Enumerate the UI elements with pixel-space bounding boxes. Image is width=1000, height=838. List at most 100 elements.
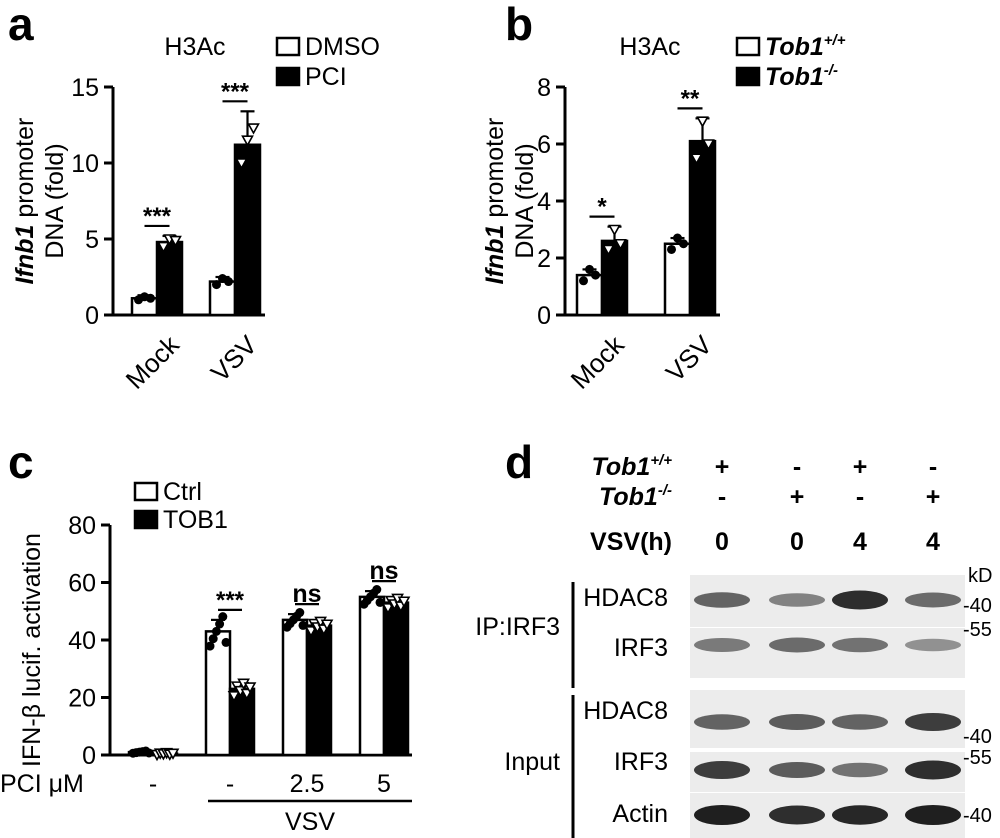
data-point	[696, 116, 709, 128]
category-label: VSV	[660, 329, 718, 387]
legend-label: PCI	[305, 63, 347, 91]
data-point	[218, 612, 228, 622]
panel-letter-c: c	[8, 436, 34, 488]
lane-mark: 0	[715, 528, 729, 556]
data-point	[702, 139, 715, 151]
blot-band	[694, 805, 750, 825]
chart-c: 0 20 40 60 80 IFN-β lucif. activation CtrlTOB1…	[0, 478, 412, 836]
data-point	[227, 690, 241, 703]
bar-TOB1-3	[382, 601, 410, 757]
bar-Tob1-/--Mock	[600, 239, 629, 317]
legend-swatch	[133, 481, 159, 502]
y-axis-label: Ifnb1 promoter	[481, 118, 509, 285]
data-point	[372, 585, 382, 595]
y-axis-label-line2: DNA (fold)	[511, 143, 539, 258]
chart-title: H3Ac	[164, 33, 225, 61]
data-point	[298, 620, 308, 630]
band-label: HDAC8	[583, 584, 668, 612]
blot-row-label: Tob1+/+	[592, 452, 673, 481]
category-label: VSV	[205, 329, 263, 387]
significance-label: ***	[221, 78, 250, 105]
y-tick-label: 15	[71, 74, 99, 102]
legend-swatch	[735, 36, 761, 57]
y-tick-label: 40	[68, 627, 96, 655]
legend-label: Tob1+/+	[765, 32, 846, 61]
data-point	[224, 277, 233, 287]
data-point	[579, 276, 588, 286]
panel-letter-a: a	[8, 0, 34, 50]
blot-strip	[690, 628, 965, 678]
kd-marker: -55	[963, 619, 992, 641]
lane-mark: +	[715, 453, 730, 481]
kd-marker: -40	[963, 726, 992, 748]
data-point	[602, 244, 615, 257]
y-axis-label-line2: DNA (fold)	[41, 143, 69, 258]
band-label: IRF3	[614, 748, 668, 776]
y-axis-label: Ifnb1 promoter	[11, 118, 39, 285]
band-label: Actin	[612, 800, 668, 828]
lane-mark: 4	[853, 528, 867, 556]
western-blot: Tob1+/+ + - + -Tob1-/- - + - +VSV(h) 0 0 4 4kDHDAC8I…	[475, 452, 992, 838]
data-point	[169, 235, 182, 248]
lane-mark: -	[718, 483, 726, 511]
data-point	[146, 293, 155, 303]
lane-mark: +	[853, 453, 868, 481]
x-axis-prefix: PCI μM	[0, 770, 84, 798]
kd-label: kD	[968, 565, 992, 587]
chart-b: 0 2 4 6 8 Ifnb1 promoter DNA (fold) H3Ac Tob1+/+…	[481, 32, 846, 395]
bar-Ctrl-3	[358, 595, 386, 757]
category-label: Mock	[565, 329, 631, 395]
significance-label: ***	[216, 587, 245, 614]
y-tick-label: 10	[71, 150, 99, 178]
data-point	[320, 619, 334, 631]
data-point	[243, 682, 257, 694]
blot-band	[905, 713, 961, 731]
legend-label: TOB1	[163, 506, 228, 534]
bar-Tob1-/--VSV	[688, 139, 717, 317]
bar-Ctrl-2	[281, 618, 309, 757]
data-point	[212, 280, 221, 290]
bar-PCI-VSV	[233, 143, 262, 317]
x-tick-label: 2.5	[290, 770, 325, 798]
band-label: HDAC8	[583, 697, 668, 725]
lane-mark: -	[856, 483, 864, 511]
blot-band	[694, 592, 750, 608]
data-point	[690, 153, 703, 165]
data-point	[608, 224, 621, 237]
chart-a: 0 5 10 15 Ifnb1 promoter DNA (fold) H3Ac DMSOPC…	[11, 33, 380, 395]
blot-band	[905, 592, 961, 608]
data-point	[585, 264, 594, 274]
significance-label: ***	[143, 203, 172, 230]
blot-band	[832, 590, 888, 610]
blot-band	[832, 805, 888, 825]
blot-band	[694, 714, 750, 730]
legend-label: DMSO	[305, 33, 380, 61]
blot-band	[769, 762, 825, 778]
kd-marker: -40	[963, 595, 992, 617]
blot-band	[769, 714, 825, 730]
y-tick-label: 60	[68, 570, 96, 598]
blot-band	[905, 805, 961, 825]
band-label: IRF3	[614, 634, 668, 662]
x-tick-label: -	[149, 770, 157, 798]
blot-band	[905, 638, 961, 652]
data-point	[241, 135, 254, 147]
y-tick-label: 5	[85, 226, 99, 254]
bar-Tob1+/+-VSV	[663, 242, 692, 317]
legend-swatch	[275, 66, 301, 87]
y-tick-label: 6	[537, 131, 551, 159]
panel-letter-b: b	[505, 0, 533, 50]
data-point	[221, 637, 231, 647]
bar-TOB1-2	[305, 624, 333, 757]
blot-band	[769, 593, 825, 607]
blot-band	[769, 637, 825, 653]
data-point	[295, 608, 305, 618]
data-point	[375, 597, 385, 607]
group-label: Input	[504, 748, 560, 776]
y-tick-label: 0	[85, 302, 99, 330]
lane-mark: +	[926, 483, 941, 511]
legend-label: Tob1-/-	[765, 62, 838, 91]
significance-label: ns	[292, 580, 321, 608]
blot-band	[694, 638, 750, 652]
